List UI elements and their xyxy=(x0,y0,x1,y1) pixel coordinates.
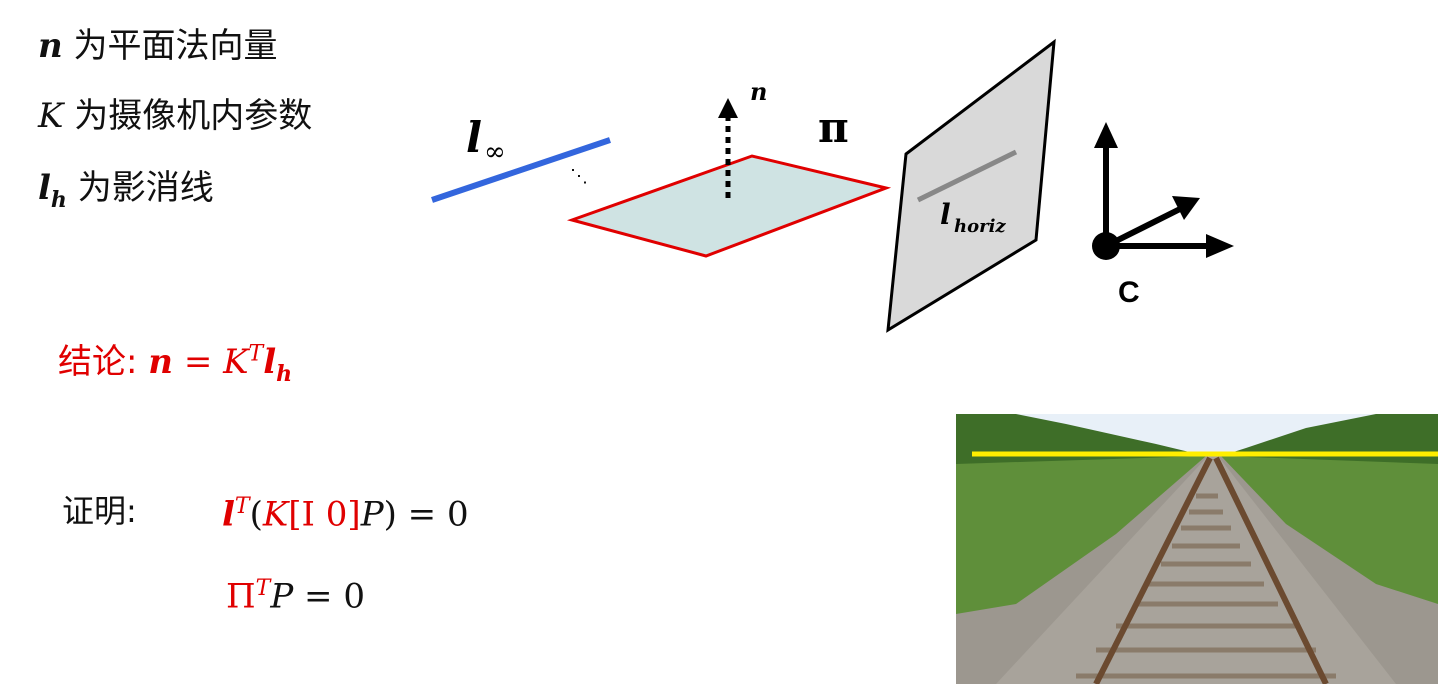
symbol-n: n xyxy=(38,26,63,66)
camera-axis-right-head xyxy=(1206,234,1234,258)
camera-axis-depth xyxy=(1104,203,1188,249)
eq2-T: T xyxy=(255,576,271,601)
proof-equation-2: ΠTP = 0 xyxy=(226,576,365,616)
eq2-Pi: Π xyxy=(226,576,256,617)
definition-intrinsics: K 为摄像机内参数 xyxy=(38,88,312,137)
line-at-infinity xyxy=(431,137,611,203)
definition-horizon-text: 为影消线 xyxy=(77,168,214,208)
eq2-rhs: = 0 xyxy=(304,576,365,617)
symbol-l: l xyxy=(38,168,51,208)
conclusion-h: h xyxy=(276,360,293,387)
eq1-l: l xyxy=(222,494,235,535)
definition-normal-text: 为平面法向量 xyxy=(73,26,278,66)
image-plane xyxy=(886,38,1056,333)
eq1-rhs: = 0 xyxy=(407,494,469,535)
eq1-P: P xyxy=(360,494,384,535)
camera-axis-depth-head xyxy=(1172,196,1200,220)
photo-rail-right xyxy=(1213,456,1329,684)
railroad-photo xyxy=(956,414,1438,684)
conclusion-l: l xyxy=(263,342,277,382)
proof-label: 证明: xyxy=(62,492,137,530)
conclusion-n: n xyxy=(148,342,174,382)
camera-label: C xyxy=(1118,276,1140,309)
eq1-I0: [I 0] xyxy=(288,494,361,535)
ground-plane xyxy=(566,154,892,258)
eq1-K: K xyxy=(262,494,289,535)
eq1-close: ) xyxy=(383,494,397,535)
normal-label: n xyxy=(750,77,767,106)
eq2-P: P xyxy=(270,576,294,617)
camera-axis-up-head xyxy=(1094,122,1118,148)
photo-sleepers xyxy=(1076,493,1336,679)
horizon-sub: horiz xyxy=(954,216,1006,237)
eq1-open: ( xyxy=(249,494,263,535)
photo-rail-left xyxy=(1093,456,1213,684)
photo-grass-left xyxy=(956,456,1206,614)
plane-label: π xyxy=(818,103,849,152)
conclusion-label: 结论: xyxy=(58,342,138,382)
symbol-K: K xyxy=(38,96,64,136)
normal-arrow-head xyxy=(718,98,738,118)
conclusion-K: K xyxy=(223,342,249,382)
definition-intrinsics-text: 为摄像机内参数 xyxy=(74,96,313,136)
photo-grass-right xyxy=(1221,456,1438,604)
l-inf-label: l xyxy=(466,113,482,162)
horizon-label: l xyxy=(940,198,951,231)
continuation-dots: ⋱ xyxy=(570,166,588,187)
horizon-line xyxy=(916,149,1018,203)
l-inf-sub: ∞ xyxy=(484,137,506,167)
conclusion-eq: = xyxy=(183,342,213,382)
conclusion: 结论: n = KTlh xyxy=(58,334,292,387)
definition-horizon: lh 为影消线 xyxy=(38,160,214,213)
symbol-l-sub: h xyxy=(50,186,67,213)
conclusion-T: T xyxy=(248,341,264,367)
definition-normal: n 为平面法向量 xyxy=(38,18,278,67)
eq1-T: T xyxy=(234,494,250,519)
proof-equation-1: lT(K[I 0]P) = 0 xyxy=(222,494,469,534)
